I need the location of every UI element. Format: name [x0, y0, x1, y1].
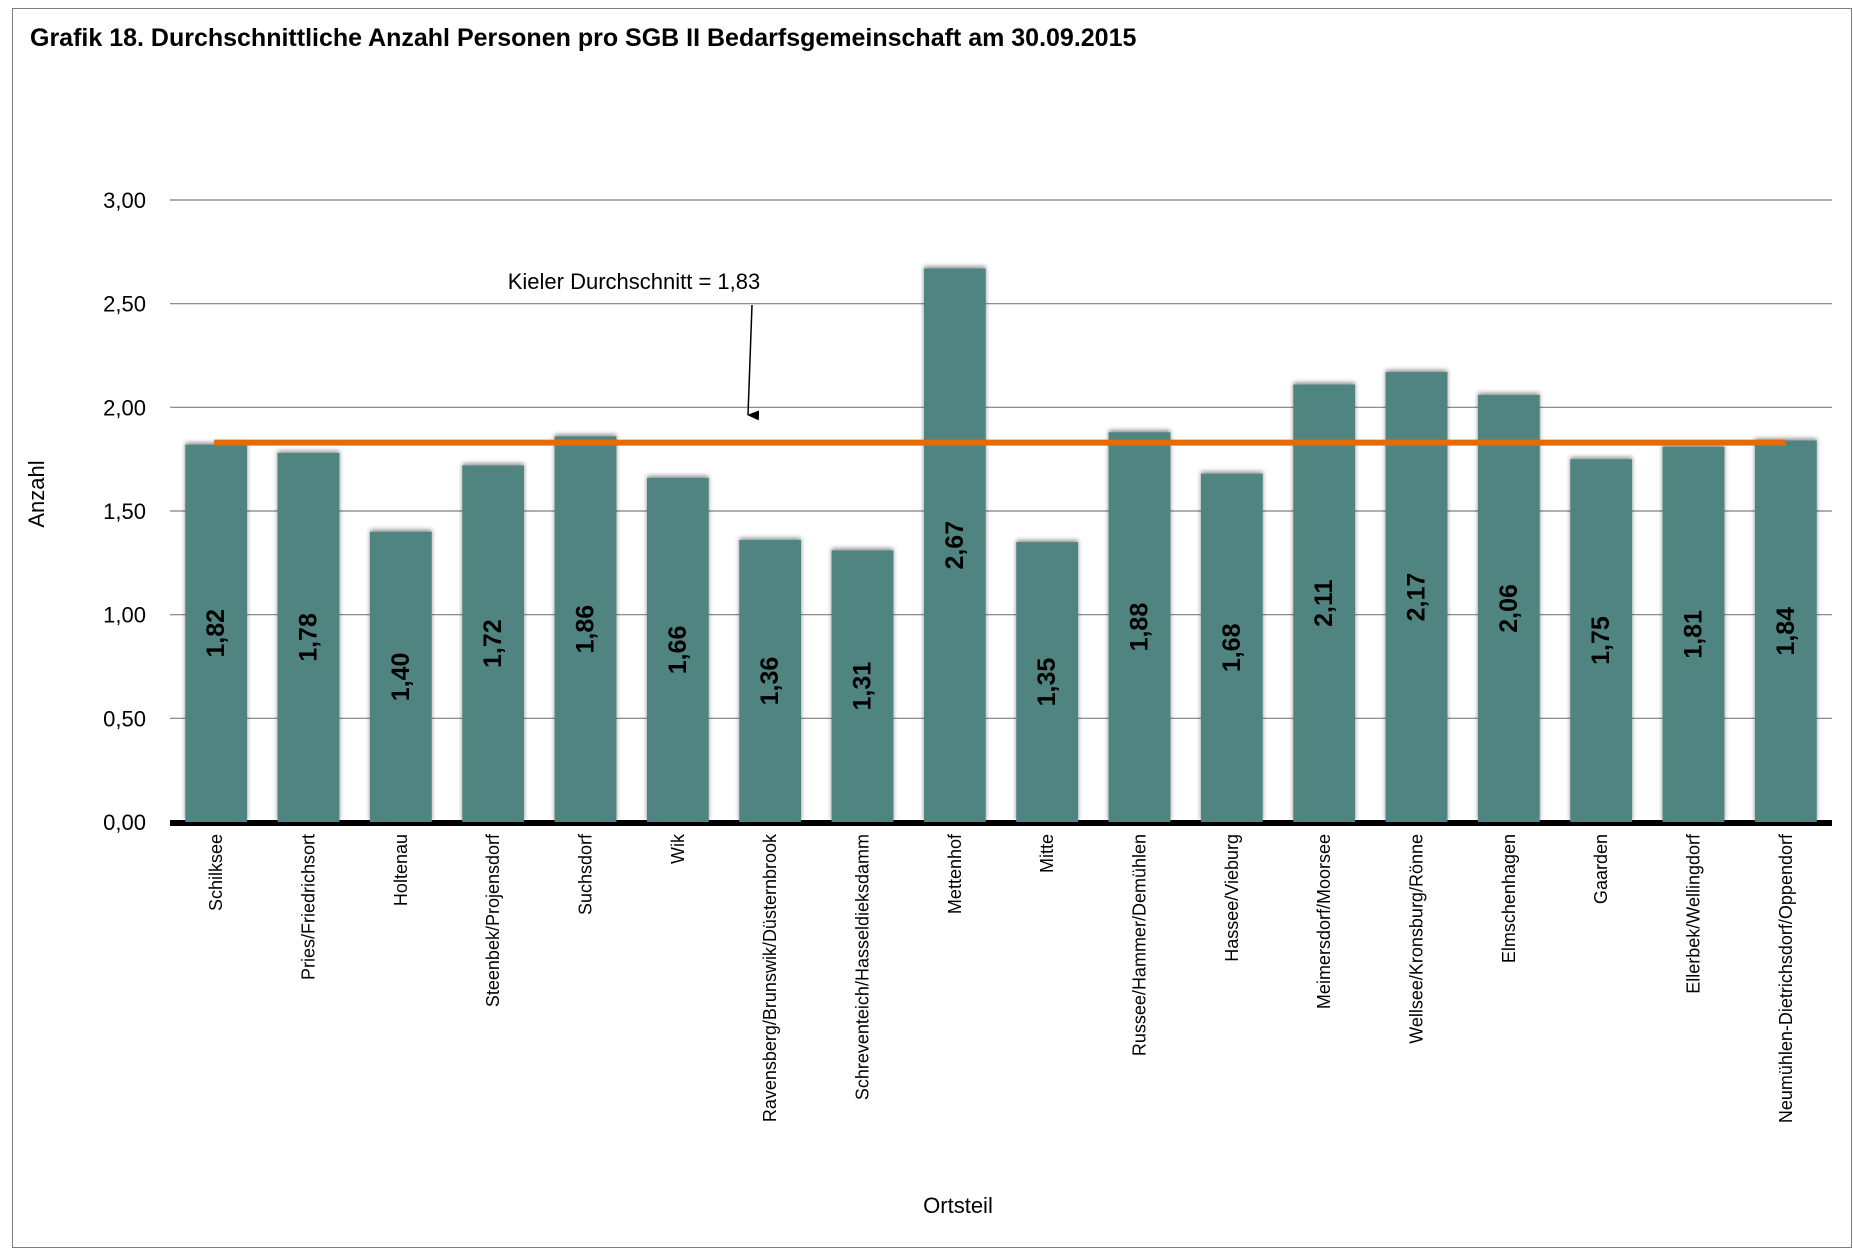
category-label: Elmschenhagen [1499, 834, 1519, 963]
reference-line-group: Kieler Durchschnitt = 1,83 [214, 269, 1786, 446]
value-label: 1,31 [849, 662, 877, 711]
gridlines [170, 199, 1832, 826]
bar [1200, 473, 1263, 822]
bar [1016, 542, 1079, 822]
value-label: 1,75 [1587, 616, 1615, 665]
bar [1385, 372, 1448, 822]
value-labels: 1,82 1,78 1,40 1,72 1,86 1,66 1,36 1,31 2,67 1,35… [202, 521, 1800, 711]
value-label: 1,81 [1680, 610, 1708, 659]
bar [1662, 446, 1725, 822]
category-label: Pries/Friedrichsort [299, 834, 319, 980]
category-label: Hassee/Vieburg [1222, 834, 1242, 962]
value-label: 1,84 [1772, 607, 1800, 656]
y-tick-label: 0,00 [103, 810, 146, 835]
value-label: 1,88 [1126, 603, 1154, 652]
y-tick-label: 1,50 [103, 499, 146, 524]
x-axis-categories: Schilksee Pries/Friedrichsort Holtenau Stee… [206, 833, 1796, 1123]
chart-title: Grafik 18. Durchschnittliche Anzahl Pers… [30, 24, 1137, 52]
category-label: Ravensberg/Brunswik/Düsternbrook [760, 833, 780, 1122]
value-label: 1,68 [1218, 623, 1246, 672]
reference-arrow [747, 304, 760, 421]
bar [1108, 432, 1171, 822]
value-label: 1,82 [202, 609, 230, 658]
bar [1293, 384, 1356, 822]
value-label: 1,36 [756, 657, 784, 706]
bar [739, 540, 802, 822]
bar [1570, 459, 1633, 822]
bar [831, 550, 894, 822]
value-label: 1,40 [387, 653, 415, 702]
category-label: Holtenau [391, 834, 411, 906]
y-tick-label: 2,50 [103, 292, 146, 317]
bar [185, 444, 248, 822]
bar [1477, 394, 1540, 822]
bar [554, 436, 617, 822]
value-label: 1,72 [479, 619, 507, 668]
category-label: Meimersdorf/Moorsee [1314, 834, 1334, 1009]
y-tick-label: 1,00 [103, 603, 146, 628]
value-label: 2,67 [941, 521, 969, 570]
bar [1754, 440, 1817, 822]
y-tick-label: 2,00 [103, 395, 146, 420]
category-label: Neumühlen-Dietrichsdorf/Oppendorf [1776, 833, 1796, 1123]
y-tick-label: 0,50 [103, 706, 146, 731]
value-label: 2,17 [1403, 573, 1431, 622]
category-label: Mettenhof [945, 833, 965, 914]
value-label: 2,06 [1495, 584, 1523, 633]
category-label: Suchsdorf [576, 833, 596, 915]
value-label: 1,35 [1033, 658, 1061, 707]
bar [277, 452, 340, 822]
category-label: Ellerbek/Wellingdorf [1684, 833, 1704, 994]
category-label: Wik [668, 833, 688, 864]
category-label: Mitte [1037, 834, 1057, 873]
category-label: Wellsee/Kronsburg/Rönne [1407, 834, 1427, 1044]
category-label: Schreventeich/Hasseldieksdamm [853, 834, 873, 1100]
bars [185, 268, 1817, 822]
bar [646, 477, 709, 822]
value-label: 1,86 [572, 605, 600, 654]
bar [923, 268, 986, 822]
category-label: Gaarden [1591, 834, 1611, 904]
category-label: Steenbek/Projensdorf [483, 833, 503, 1007]
bar [369, 531, 432, 822]
y-tick-label: 3,00 [103, 188, 146, 213]
category-label: Schilksee [206, 834, 226, 911]
value-label: 1,66 [664, 626, 692, 675]
reference-annotation: Kieler Durchschnitt = 1,83 [508, 269, 761, 294]
y-axis-title: Anzahl [24, 460, 49, 527]
bar [462, 465, 525, 822]
y-axis-ticks: 0,00 0,50 1,00 1,50 2,00 2,50 3,00 [103, 188, 146, 835]
x-axis-title: Ortsteil [923, 1193, 993, 1218]
category-label: Russee/Hammer/Demühlen [1130, 834, 1150, 1056]
value-label: 2,11 [1310, 580, 1338, 627]
value-label: 1,78 [295, 613, 323, 662]
